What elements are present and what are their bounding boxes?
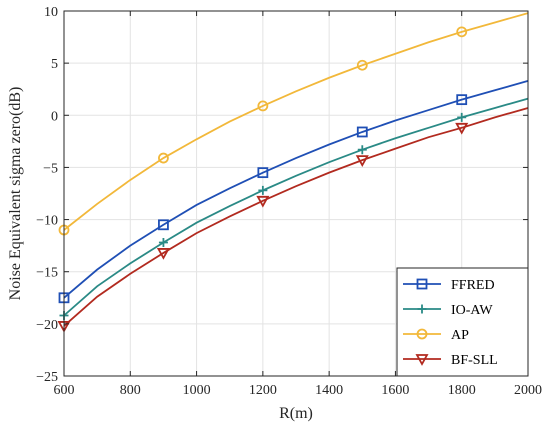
legend-label-io-aw: IO-AW — [451, 303, 493, 318]
x-tick-label: 600 — [54, 383, 75, 398]
x-tick-label: 1200 — [249, 383, 277, 398]
legend-item-ap: AP — [403, 328, 469, 343]
data-point-ffred — [356, 126, 368, 138]
data-point-ap — [257, 100, 269, 112]
series-line-ap — [63, 12, 529, 231]
data-point-ffred — [456, 94, 468, 106]
data-point-ap — [158, 152, 169, 164]
y-tick-label: 5 — [51, 57, 58, 72]
legend-item-ffred: FFRED — [403, 278, 495, 293]
data-point-bf-sll — [355, 155, 369, 167]
x-tick-label: 1400 — [315, 383, 343, 398]
y-tick-label: −25 — [36, 370, 58, 385]
series-line-bf-sll — [63, 107, 529, 327]
data-point-io-aw — [158, 238, 168, 248]
legend-label-ffred: FFRED — [451, 278, 495, 293]
data-point-bf-sll — [455, 122, 469, 135]
legend-marker — [416, 278, 428, 290]
data-point-ap — [456, 26, 468, 38]
y-tick-label: −20 — [36, 318, 58, 333]
data-point-ffred — [257, 167, 269, 179]
y-tick-label: −10 — [36, 214, 58, 229]
series-line-ffred — [63, 80, 529, 299]
legend-marker — [415, 354, 429, 366]
y-tick-label: 0 — [51, 109, 58, 124]
y-axis-label: Noise Equivalent sigma zero(dB) — [7, 87, 24, 301]
x-tick-label: 1000 — [183, 383, 211, 398]
x-tick-label: 800 — [120, 383, 141, 398]
data-point-io-aw — [357, 145, 367, 155]
x-tick-label: 1800 — [448, 383, 476, 398]
data-point-io-aw — [258, 185, 268, 195]
legend: FFRED IO-AW AP BF-SLL — [396, 267, 529, 377]
series-ffred — [58, 80, 529, 304]
data-point-bf-sll — [256, 195, 270, 208]
y-tick-label: −15 — [36, 266, 58, 281]
legend-item-bf-sll: BF-SLL — [403, 353, 498, 368]
legend-marker — [416, 328, 428, 340]
series-line-io-aw — [63, 97, 529, 317]
legend-label-bf-sll: BF-SLL — [451, 353, 498, 368]
y-tick-label: −5 — [43, 161, 58, 176]
series-ap — [58, 12, 529, 236]
x-tick-label: 2000 — [514, 383, 542, 398]
y-tick-label: 10 — [44, 5, 58, 20]
legend-item-io-aw: IO-AW — [403, 303, 493, 318]
legend-label-ap: AP — [451, 328, 469, 343]
data-point-ap — [356, 59, 368, 71]
legend-marker — [417, 304, 427, 314]
data-point-io-aw — [457, 112, 467, 122]
data-point-ffred — [158, 219, 169, 231]
data-point-bf-sll — [156, 248, 170, 260]
axes-box — [63, 10, 529, 377]
series-lines — [57, 12, 529, 333]
x-axis-label: R(m) — [279, 405, 313, 422]
axis-ticks: 600 800 1000 1200 1400 1600 1800 2000 −25 −20 −15 −… — [36, 5, 542, 398]
x-tick-label: 1600 — [381, 383, 409, 398]
